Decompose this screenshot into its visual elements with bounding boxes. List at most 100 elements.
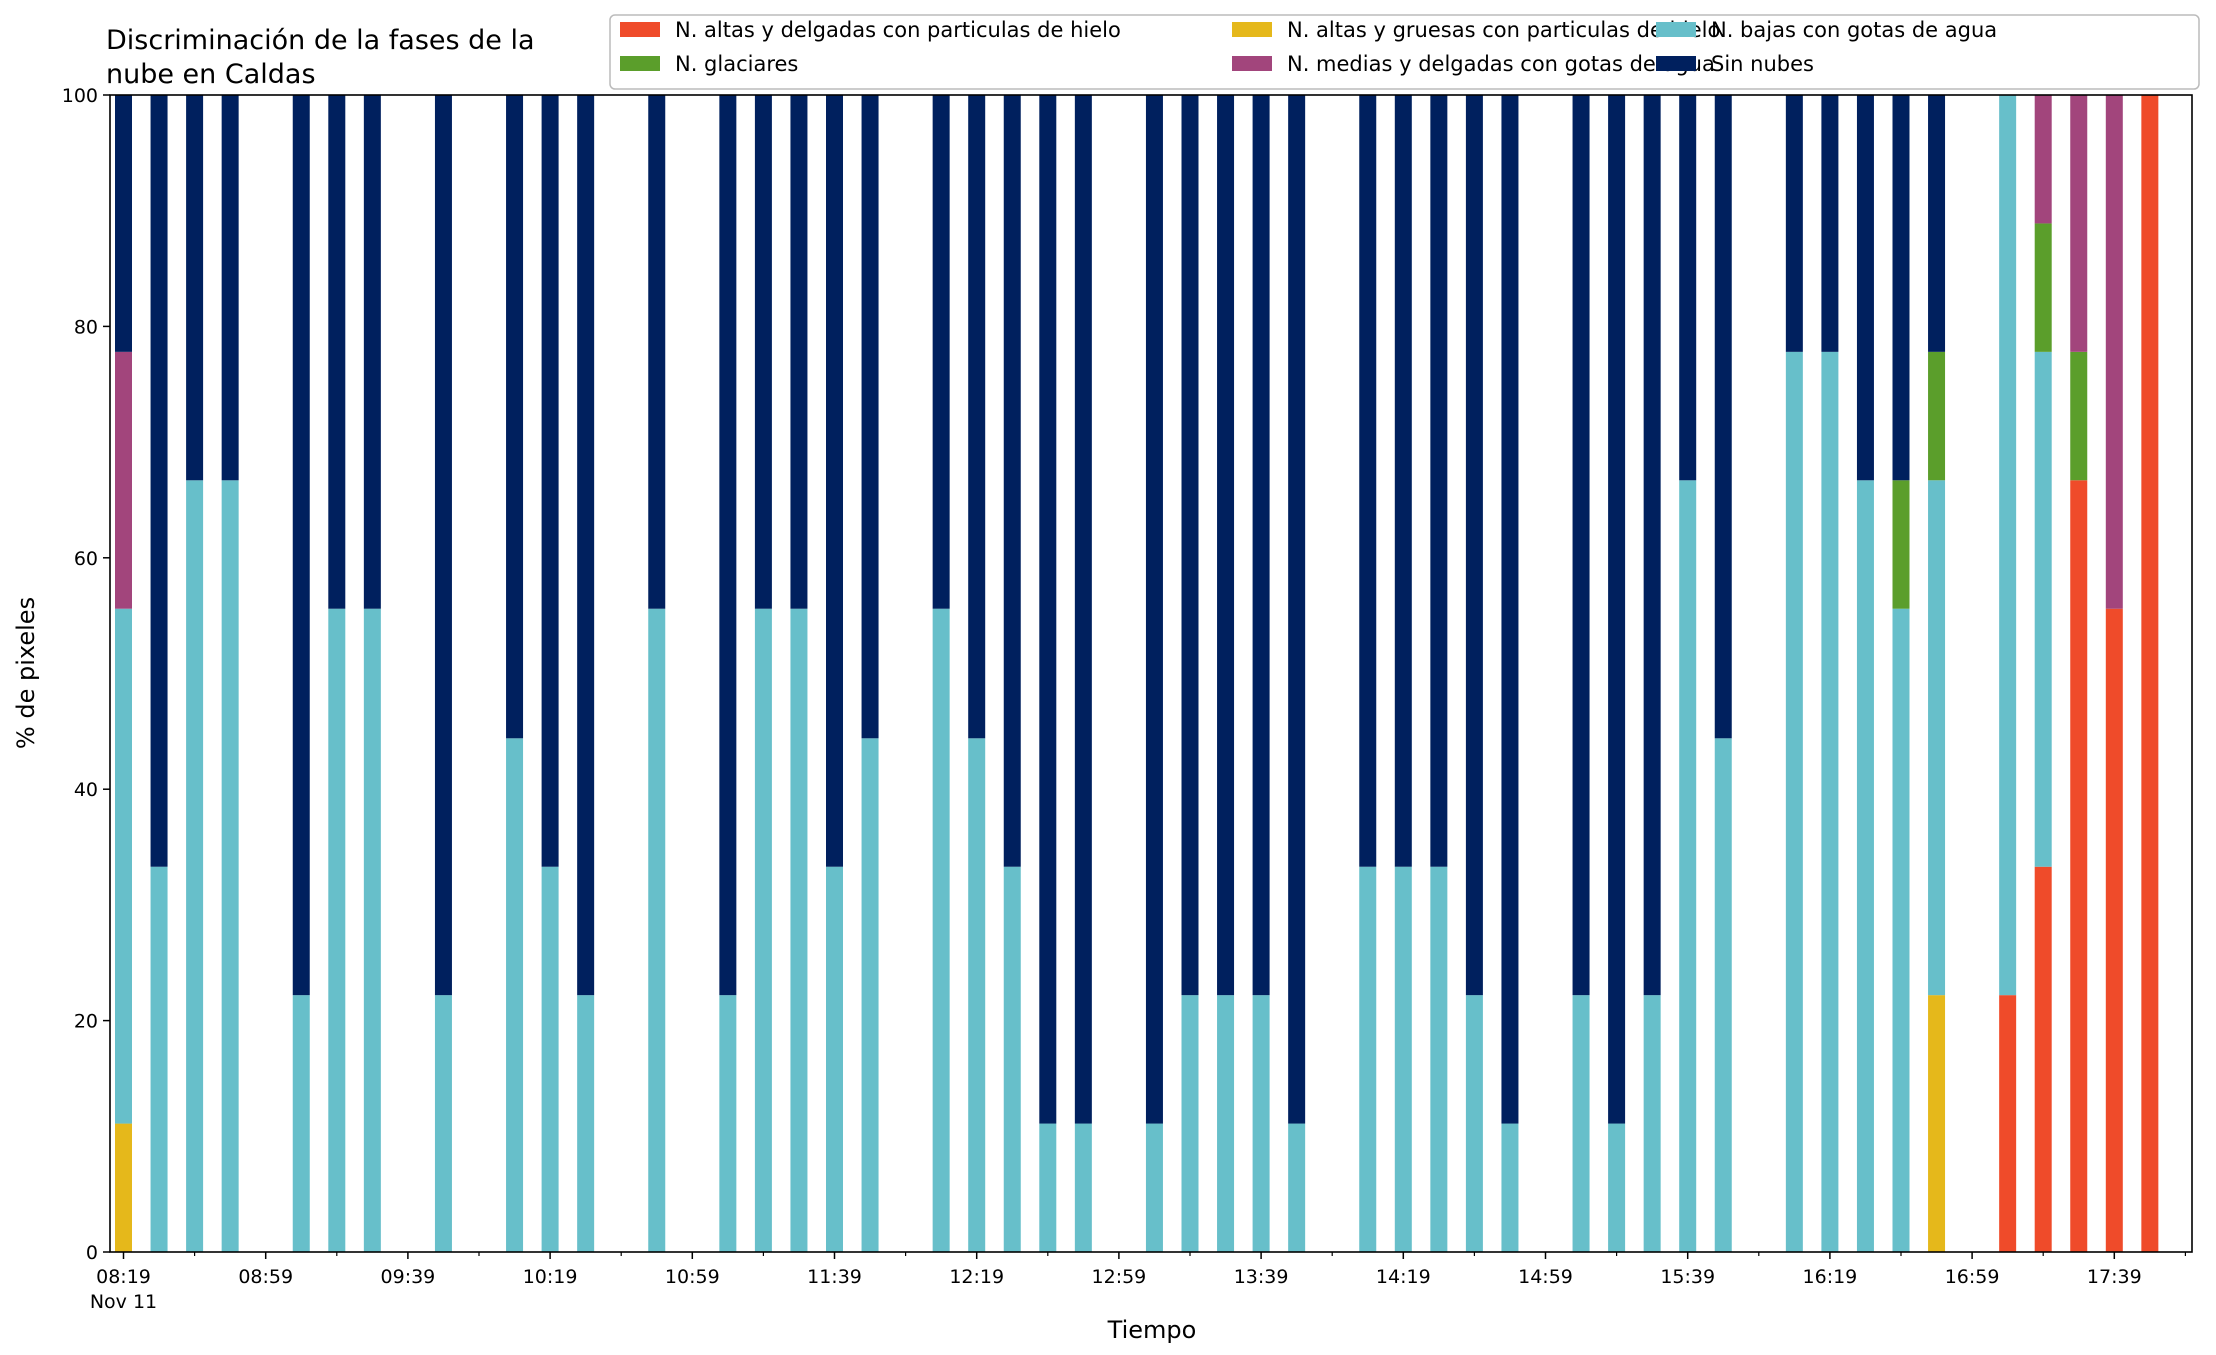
bar-stack	[2070, 95, 2088, 1252]
bar-stack	[1252, 95, 1270, 1252]
y-axis-label: % de pixeles	[12, 597, 40, 749]
bar-segment	[2105, 608, 2123, 1252]
bar-stack	[1572, 95, 1590, 1252]
bar-segment	[506, 95, 524, 739]
bar-segment	[932, 95, 950, 609]
bar-segment	[1928, 480, 1946, 996]
bar-segment	[577, 95, 595, 996]
x-axis: 08:19 08:59 09:39 10:19 10:59 11:39 12:19 12:59…	[90, 1252, 2186, 1313]
bar-stack	[1074, 95, 1092, 1252]
bar-stack	[434, 95, 452, 1252]
bar-segment	[115, 608, 132, 1124]
bar-segment	[1928, 995, 1946, 1252]
bar-segment	[2141, 95, 2159, 1252]
bar-segment	[1785, 95, 1803, 352]
bar-segment	[1252, 995, 1270, 1252]
bar-segment	[1572, 995, 1590, 1252]
bar-stack	[186, 95, 204, 1252]
bar-segment	[1074, 1123, 1092, 1252]
bar-segment	[648, 95, 666, 609]
bar-stack	[115, 95, 132, 1252]
bar-segment	[541, 866, 559, 1252]
bar-segment	[1145, 95, 1163, 1124]
bar-segment	[541, 95, 559, 867]
legend-swatch	[1656, 22, 1696, 37]
bar-segment	[1039, 1123, 1057, 1252]
bar-segment	[1643, 995, 1661, 1252]
x-axis-label: Tiempo	[1107, 1316, 1197, 1344]
bar-stack	[1714, 95, 1732, 1252]
bar-segment	[1608, 1123, 1626, 1252]
bar-segment	[1714, 738, 1732, 1252]
legend: N. altas y delgadas con particulas de hi…	[609, 14, 2200, 90]
x-tick-label: 09:39	[381, 1266, 436, 1288]
bar-stack	[719, 95, 737, 1252]
bar-stack	[1821, 95, 1839, 1253]
bar-segment	[719, 95, 737, 996]
bar-segment	[1892, 608, 1910, 1252]
bar-segment	[2070, 95, 2088, 352]
bar-stack	[1430, 95, 1448, 1252]
bar-segment	[2070, 480, 2088, 1252]
bar-segment	[115, 95, 132, 352]
bar-segment	[1928, 351, 1946, 481]
bar-stack	[2141, 95, 2159, 1252]
bar-segment	[1892, 95, 1910, 481]
bar-segment	[1714, 95, 1732, 739]
bar-segment	[2070, 351, 2088, 481]
bar-stack	[826, 95, 843, 1252]
bar-segment	[506, 738, 524, 1252]
legend-item: N. altas y gruesas con particulas de hie…	[1232, 18, 1720, 42]
bar-stack	[1679, 95, 1697, 1252]
bars-layer	[115, 95, 2159, 1253]
bar-segment	[2034, 223, 2052, 352]
bar-stack	[754, 95, 772, 1252]
bar-stack	[1608, 95, 1626, 1252]
bar-segment	[115, 1123, 132, 1252]
bar-segment	[2034, 866, 2052, 1252]
bar-segment	[328, 95, 346, 609]
bar-stack	[1145, 95, 1163, 1252]
bar-segment	[826, 866, 843, 1252]
x-tick-label: 08:19	[96, 1266, 151, 1288]
x-tick-label: 15:39	[1660, 1266, 1715, 1288]
bar-segment	[434, 95, 452, 996]
bar-stack	[506, 95, 524, 1252]
bar-stack	[328, 95, 346, 1252]
bar-stack	[861, 95, 879, 1252]
bar-segment	[150, 95, 168, 867]
bar-segment	[1181, 995, 1199, 1252]
bar-segment	[2105, 95, 2123, 609]
legend-item: Sin nubes	[1656, 52, 1814, 76]
y-axis: 0 20 40 60 80 100	[62, 85, 110, 1264]
bar-segment	[186, 480, 204, 1252]
bar-segment	[2034, 95, 2052, 224]
bar-stack	[221, 95, 239, 1252]
bar-segment	[1465, 95, 1483, 996]
bar-stack	[541, 95, 559, 1252]
bar-segment	[1145, 1123, 1163, 1252]
bar-stack	[1785, 95, 1803, 1253]
legend-swatch	[620, 56, 660, 71]
x-tick-label: 10:59	[665, 1266, 720, 1288]
bar-segment	[968, 738, 986, 1252]
x-tick-label: 13:39	[1234, 1266, 1289, 1288]
legend-swatch	[1656, 56, 1696, 71]
bar-segment	[1217, 995, 1235, 1252]
bar-segment	[719, 995, 737, 1252]
legend-label: N. altas y delgadas con particulas de hi…	[675, 18, 1121, 42]
bar-stack	[292, 95, 310, 1252]
bar-segment	[115, 351, 132, 609]
bar-segment	[1430, 95, 1448, 867]
bar-stack	[1643, 95, 1661, 1252]
bar-segment	[1856, 480, 1874, 1252]
bar-stack	[2105, 95, 2123, 1252]
bar-segment	[1252, 95, 1270, 996]
y-tick-label: 20	[74, 1011, 98, 1033]
bar-segment	[1288, 95, 1306, 1124]
legend-frame	[609, 14, 2200, 90]
y-tick-label: 60	[74, 548, 98, 570]
bar-segment	[754, 608, 772, 1252]
x-tick-label: 16:19	[1803, 1266, 1858, 1288]
bar-stack	[1181, 95, 1199, 1252]
